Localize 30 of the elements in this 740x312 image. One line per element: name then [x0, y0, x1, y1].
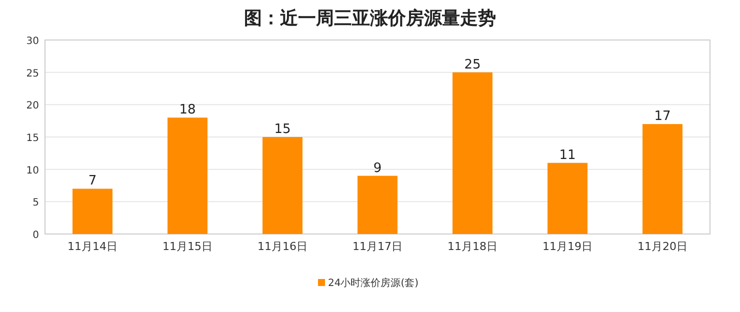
y-tick-label: 15 [26, 133, 39, 144]
x-tick-label: 11月16日 [258, 240, 308, 253]
data-label: 17 [654, 109, 671, 124]
x-tick-label: 11月17日 [352, 240, 402, 253]
bar [452, 72, 492, 234]
y-tick-label: 30 [26, 36, 39, 47]
data-label: 18 [179, 102, 196, 118]
data-label: 25 [464, 57, 481, 72]
y-tick-label: 25 [26, 68, 39, 80]
bar [642, 124, 682, 234]
bar [72, 188, 112, 234]
y-tick-label: 10 [26, 165, 39, 176]
bar [262, 137, 302, 234]
chart-title: 图：近一周三亚涨价房源量走势 [244, 8, 496, 29]
data-label: 15 [274, 122, 291, 137]
x-tick-label: 11月14日 [68, 240, 118, 253]
data-label: 11 [559, 148, 576, 163]
y-tick-label: 5 [32, 198, 39, 209]
x-tick-label: 11月18日 [448, 240, 498, 253]
x-tick-label: 11月19日 [542, 240, 592, 253]
y-tick-label: 0 [32, 230, 39, 241]
y-tick-label: 20 [26, 100, 39, 112]
data-label: 7 [88, 174, 97, 189]
x-tick-label: 11月20日 [638, 240, 688, 253]
bar [548, 162, 588, 234]
legend-label: 24小时涨价房源(套) [328, 277, 419, 289]
x-tick-label: 11月15日 [162, 240, 212, 253]
bar [168, 118, 208, 234]
data-label: 9 [373, 160, 382, 176]
bar [358, 176, 398, 234]
